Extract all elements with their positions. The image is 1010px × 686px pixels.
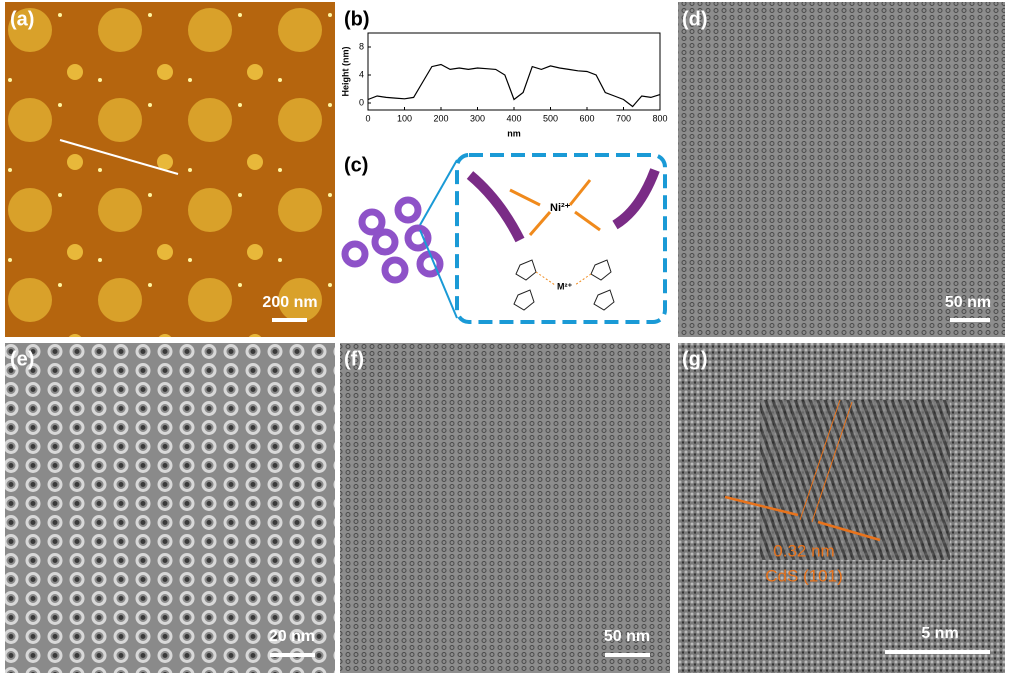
tem-image [678, 2, 1005, 337]
x-tick-label: 500 [543, 113, 558, 123]
x-tick-label: 300 [470, 113, 485, 123]
scale-label: 200 nm [262, 294, 317, 311]
zoom-box [455, 153, 667, 324]
tem-image [340, 343, 670, 673]
x-axis-label: nm [507, 128, 521, 138]
x-tick-label: 600 [579, 113, 594, 123]
scale-label: 5 nm [921, 625, 958, 642]
panel-label: (a) [10, 8, 34, 30]
scale-label: 50 nm [604, 628, 650, 645]
zoom-line [419, 229, 458, 319]
histidine-sticks [509, 179, 601, 236]
panel-label: (f) [344, 348, 364, 370]
height-profile: 0 100 200 300 400 500 600 700 800 0 4 8 nm Height (nm… [340, 32, 668, 138]
plane-label: CdS (101) [765, 566, 842, 585]
panel-label: (c) [344, 154, 368, 176]
coordination-scheme [513, 259, 615, 311]
x-tick-label: 700 [616, 113, 631, 123]
spacing-arrows [724, 399, 881, 542]
ring-cluster [341, 196, 444, 284]
y-axis-label: Height (nm) [340, 47, 350, 97]
x-tick-label: 400 [506, 113, 521, 123]
y-tick-label: 4 [359, 69, 364, 79]
y-tick-label: 8 [359, 41, 364, 51]
profile-line [367, 63, 661, 108]
y-tick-label: 0 [359, 97, 364, 107]
scale-label: 50 nm [945, 294, 991, 311]
scale-label: 20 nm [269, 628, 315, 645]
spacing-label: 0.32 nm [773, 541, 834, 560]
ion-label: Ni²⁺ [550, 202, 571, 214]
panel-label: (b) [344, 8, 370, 30]
protein-ribbon [466, 168, 660, 243]
panel-label: (g) [682, 348, 708, 370]
zoom-line [419, 159, 458, 226]
profile-line [59, 139, 179, 175]
ion-label: M²⁺ [557, 281, 572, 291]
panel-label: (d) [682, 8, 708, 30]
tem-image [5, 343, 335, 673]
x-tick-label: 800 [652, 113, 667, 123]
afm-image [5, 2, 335, 337]
x-tick-label: 200 [433, 113, 448, 123]
panel-label: (e) [10, 348, 34, 370]
x-tick-label: 0 [365, 113, 370, 123]
x-tick-label: 100 [397, 113, 412, 123]
lattice-fringes [760, 400, 950, 560]
